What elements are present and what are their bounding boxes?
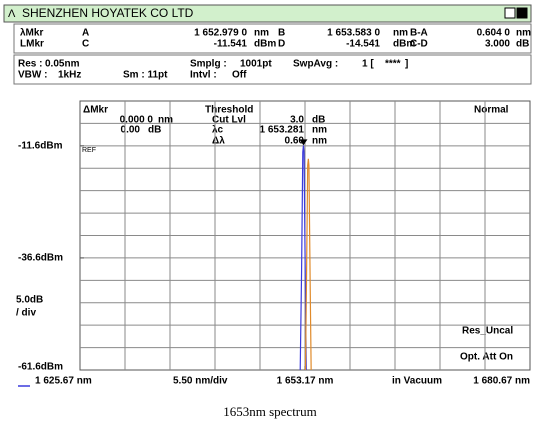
window-title: SHENZHEN HOYATEK CO LTD xyxy=(22,6,194,20)
status-label: Res_Uncal xyxy=(462,326,513,337)
marker-field: 0.604 0 xyxy=(477,28,511,39)
threshold-note: Δλ xyxy=(212,136,225,147)
marker-field: dB xyxy=(516,39,529,50)
marker-field: C xyxy=(82,39,89,50)
marker-field: 1 652.979 0 xyxy=(194,28,247,39)
marker-field: nm xyxy=(393,28,408,39)
y-scale: / div xyxy=(16,308,36,319)
marker-field: LMkr xyxy=(20,39,44,50)
title-bar xyxy=(3,4,532,23)
x-tick-label: 1 625.67 nm xyxy=(35,376,92,387)
marker-field: 3.000 xyxy=(485,39,510,50)
setting-field: VBW : xyxy=(18,70,47,81)
marker-field: 1 653.583 0 xyxy=(327,28,380,39)
x-tick-label: 1 680.67 nm xyxy=(473,376,530,387)
setting-field: SwpAvg : xyxy=(293,59,338,70)
threshold-note: 0.60 xyxy=(285,136,305,147)
marker-arrow xyxy=(299,139,308,146)
caption: 1653nm spectrum xyxy=(223,404,317,419)
marker-field: -14.541 xyxy=(346,39,380,50)
threshold-note: λc xyxy=(212,125,224,136)
marker-field: B xyxy=(278,28,285,39)
y-tick-label: -11.6dBm xyxy=(18,140,63,151)
delta-marker-note: nm xyxy=(158,115,173,126)
medium-label: in Vacuum xyxy=(392,376,442,387)
y-tick-label: -36.6dBm xyxy=(18,253,63,264)
setting-field: 0.05nm xyxy=(45,59,80,70)
setting-field: Sm : 11pt xyxy=(123,70,168,81)
y-scale: 5.0dB xyxy=(16,295,43,306)
mode-label: Normal xyxy=(474,105,509,116)
x-tick-label: 1 653.17 nm xyxy=(277,376,334,387)
setting-field: 1kHz xyxy=(58,70,81,81)
marker-field: dBm xyxy=(254,39,276,50)
marker-field: D xyxy=(278,39,285,50)
setting-field: ] xyxy=(405,59,408,70)
marker-panel xyxy=(13,23,532,54)
setting-field: Intvl : xyxy=(190,70,217,81)
delta-marker-note: ΔMkr xyxy=(83,105,108,116)
minimize-button[interactable] xyxy=(504,7,516,19)
delta-marker-note: 0.000 0 xyxy=(120,115,154,126)
setting-field: Smplg : xyxy=(190,59,227,70)
threshold-note: dB xyxy=(312,115,325,126)
setting-field: Off xyxy=(232,70,247,81)
delta-marker-note: 0.00 xyxy=(121,125,141,136)
marker-field: λMkr xyxy=(20,28,43,39)
ref-label: REF xyxy=(82,147,96,154)
marker-field: C-D xyxy=(410,39,428,50)
trace xyxy=(304,158,312,370)
marker-field: B-A xyxy=(410,28,428,39)
threshold-note: nm xyxy=(312,136,327,147)
threshold-note: 1 653.281 xyxy=(260,125,305,136)
marker-field: -11.541 xyxy=(214,39,248,50)
close-button[interactable] xyxy=(516,7,528,19)
x-scale: 5.50 nm/div xyxy=(173,376,228,387)
setting-field: **** xyxy=(385,59,401,70)
marker-field: nm xyxy=(254,28,269,39)
status-label: Opt. Att On xyxy=(460,352,513,363)
threshold-note: nm xyxy=(312,125,327,136)
delta-marker-note: dB xyxy=(148,125,161,136)
marker-field: nm xyxy=(516,28,531,39)
threshold-note: 3.0 xyxy=(290,115,304,126)
setting-field: Res : xyxy=(18,59,42,70)
settings-panel xyxy=(13,54,532,85)
threshold-note: Cut Lvl xyxy=(212,115,246,126)
marker-field: dBm xyxy=(393,39,415,50)
marker-field: A xyxy=(82,28,89,39)
app-icon: Λ xyxy=(8,8,16,20)
setting-field: 1001pt xyxy=(240,59,272,70)
threshold-note: Threshold xyxy=(205,105,253,116)
y-tick-label: -61.6dBm xyxy=(18,362,63,373)
setting-field: 1 [ xyxy=(362,59,374,70)
